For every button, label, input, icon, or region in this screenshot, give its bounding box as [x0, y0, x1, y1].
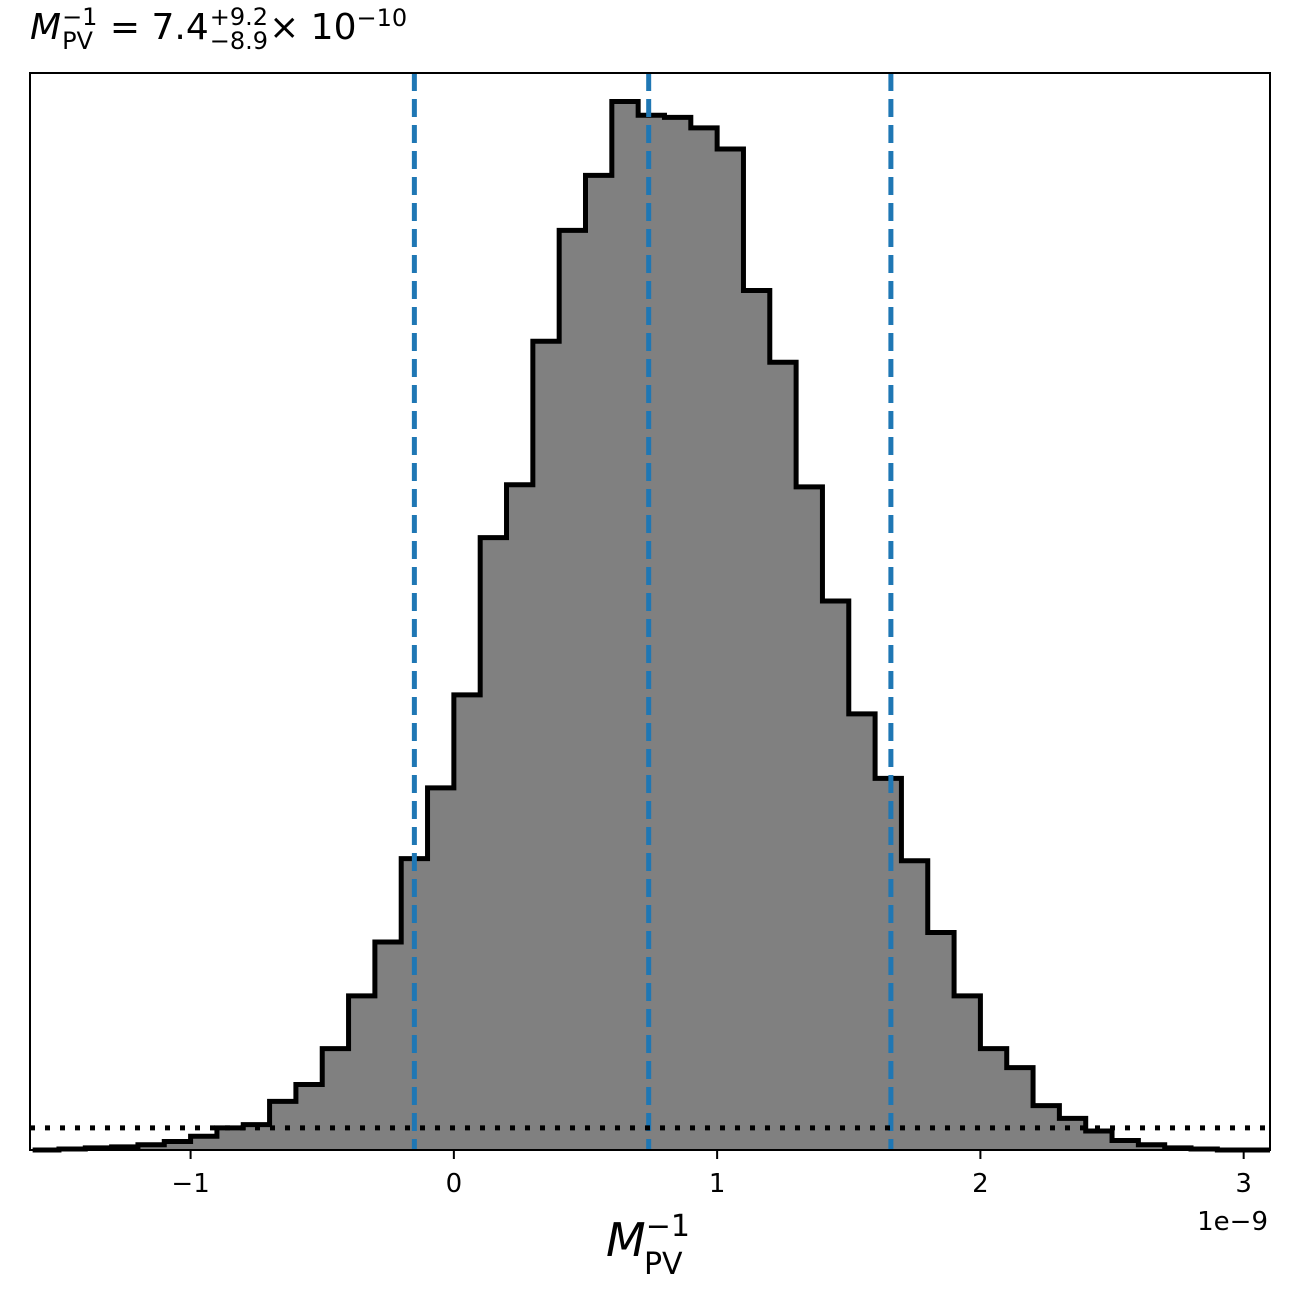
histogram-bar	[322, 1048, 350, 1150]
title-symbol-sub: PV	[62, 27, 93, 55]
histogram-bar	[743, 290, 771, 1150]
chart-title: M −1 PV = 7.4 +9.2 −8.9 × 10−10	[30, 4, 407, 64]
histogram-bar	[585, 175, 613, 1150]
title-errors: +9.2 −8.9	[210, 5, 268, 53]
title-times: × 10	[269, 7, 357, 48]
histogram-bar	[480, 537, 508, 1150]
histogram-bar	[1006, 1067, 1034, 1150]
title-minus-error: −8.9	[209, 27, 269, 55]
histogram-bar	[374, 941, 402, 1150]
histogram-bar	[796, 486, 823, 1150]
histogram-bar	[848, 713, 876, 1150]
title-plus-error: +9.2	[209, 3, 269, 31]
title-symbol-scripts: −1 PV	[62, 5, 97, 53]
x-axis-label: M−1 PV	[606, 1209, 690, 1282]
histogram-bar	[559, 230, 586, 1150]
histogram-bar	[1085, 1130, 1113, 1150]
title-equals: =	[109, 7, 141, 48]
histogram-bar	[401, 858, 429, 1150]
histogram-bar	[1112, 1140, 1139, 1150]
histogram-bars	[58, 101, 1218, 1151]
histogram-bar	[954, 995, 981, 1150]
histogram-bar	[638, 115, 665, 1150]
histogram-bar	[901, 860, 929, 1150]
title-value: 7.4	[151, 7, 209, 48]
histogram-bar	[927, 932, 955, 1150]
histogram-bar	[980, 1048, 1008, 1150]
x-label-symbol: M	[606, 1213, 646, 1267]
quantile-lines	[411, 73, 894, 1150]
histogram-bar	[1059, 1118, 1087, 1150]
histogram-bar	[1138, 1144, 1166, 1150]
title-symbol-sup: −1	[62, 3, 98, 31]
histogram-bar	[137, 1144, 165, 1150]
histogram-bar	[216, 1127, 244, 1150]
histogram-bar	[506, 484, 534, 1150]
x-tick-label: 0	[446, 1169, 463, 1199]
histogram-bar	[164, 1141, 192, 1150]
histogram-bar	[190, 1136, 218, 1150]
histogram-bar	[664, 117, 692, 1151]
x-tick-label: 3	[1235, 1169, 1252, 1199]
title-symbol: M	[30, 7, 62, 48]
histogram-bar	[532, 341, 560, 1151]
x-label-sub: PV	[644, 1247, 683, 1282]
x-tick-label: −1	[171, 1169, 209, 1199]
axes-frame	[29, 72, 1271, 1151]
title-exponent: −10	[356, 4, 408, 32]
x-tick-label: 2	[972, 1169, 989, 1199]
histogram-bar	[769, 362, 797, 1150]
histogram-bar	[453, 694, 481, 1150]
histogram-bar	[348, 995, 376, 1150]
histogram-bar	[717, 149, 744, 1150]
x-label-sup: −1	[646, 1209, 690, 1244]
x-offset-label: 1e−9	[1197, 1207, 1268, 1237]
histogram-bar	[690, 127, 718, 1150]
histogram-bar	[822, 600, 850, 1150]
x-tick-label: 1	[709, 1169, 726, 1199]
histogram-bar	[295, 1084, 323, 1150]
histogram-bar	[427, 787, 455, 1150]
x-axis-ticks: −1 0 1 2 3	[171, 1150, 1252, 1199]
histogram-bar	[611, 101, 639, 1151]
